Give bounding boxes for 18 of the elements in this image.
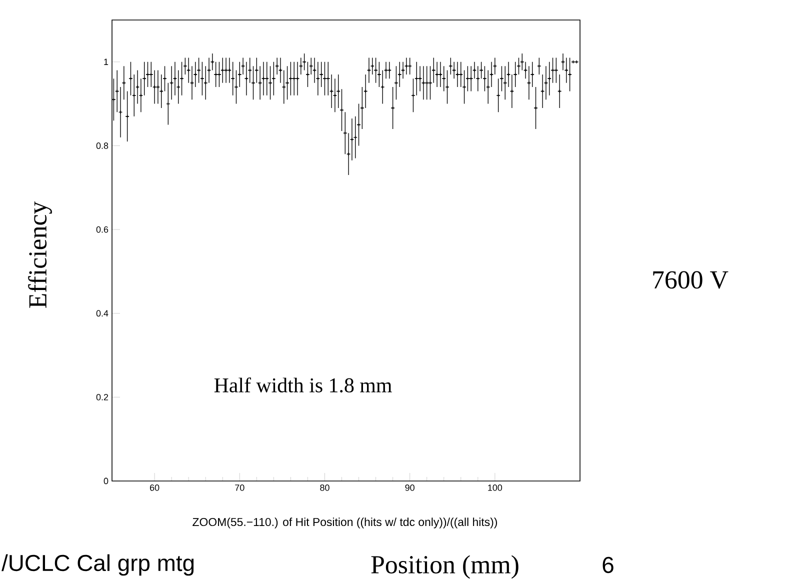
y-tick-label: 0.8	[96, 142, 108, 149]
text: 6	[602, 556, 614, 574]
y-tick-label: 0.6	[96, 226, 108, 233]
y-tick-label: 0.4	[96, 310, 108, 317]
x-tick-label: 70	[235, 484, 244, 491]
x-tick-label: 90	[405, 484, 414, 491]
annotation: Half width is 1.8 mm	[214, 377, 392, 392]
y-axis-title: Efficiency	[28, 201, 52, 308]
y-tick-label: 0	[104, 478, 108, 484]
x-tick-label: 80	[320, 484, 330, 491]
text: /UCLC Cal grp mtg	[2, 554, 194, 576]
y-tick-label: 0.2	[96, 394, 108, 400]
x-tick-label: 100	[488, 484, 502, 491]
x-tick-label: 60	[150, 484, 160, 491]
x-axis-title: Position (mm)	[371, 555, 518, 579]
y-tick-label: 1	[104, 58, 108, 65]
text: 7600 V	[653, 271, 728, 289]
text: ZOOM(55.−110.) of Hit Position ((hits w/ tdc only))/((all hits))	[192, 518, 498, 528]
